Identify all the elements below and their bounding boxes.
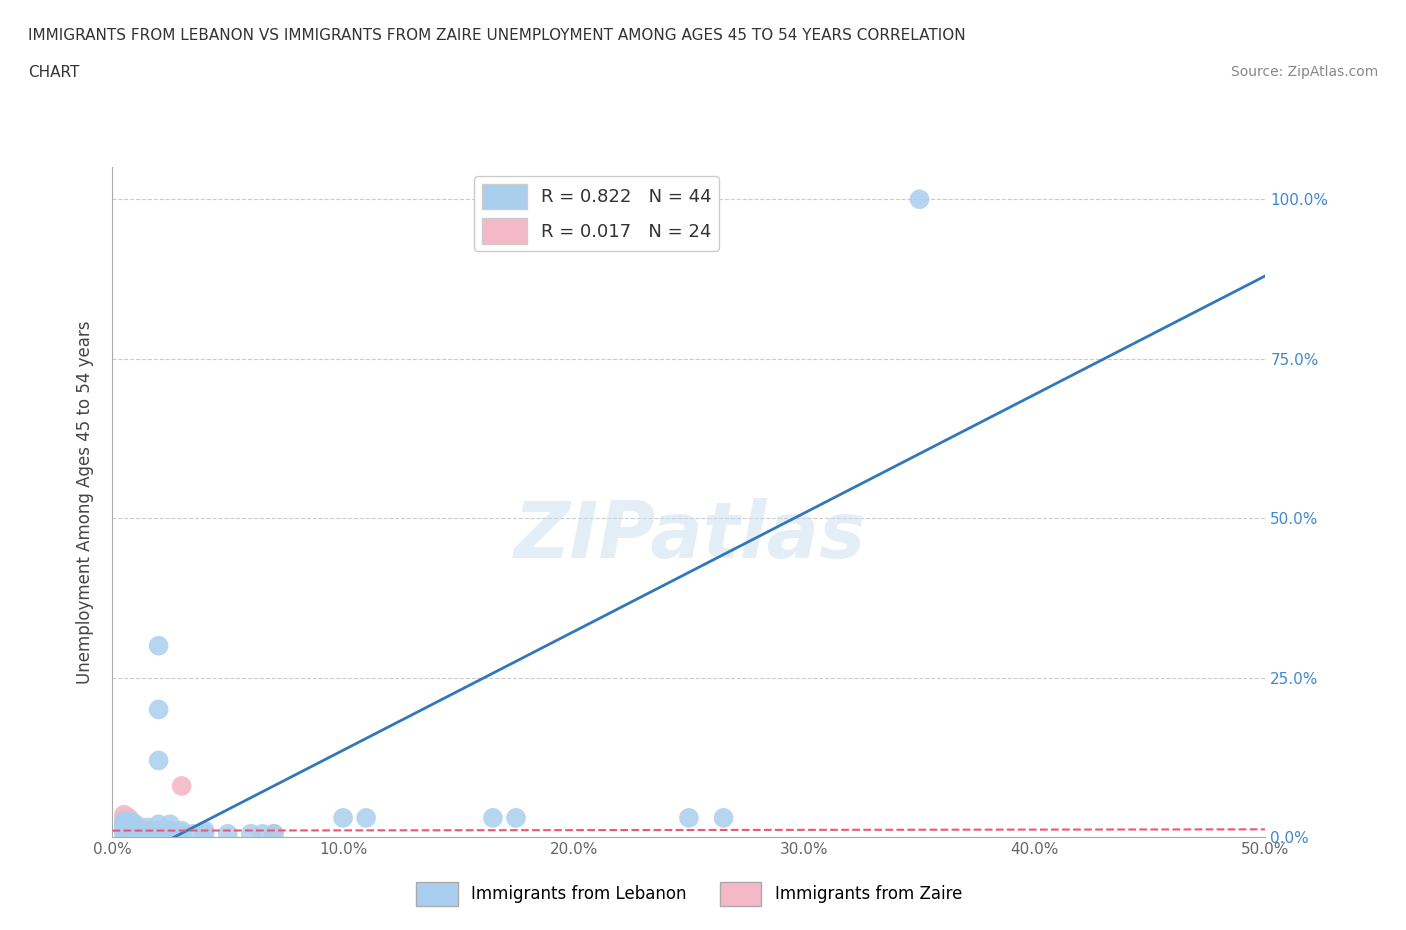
- Point: [148, 827, 170, 842]
- Point: [170, 827, 193, 842]
- Point: [117, 814, 139, 829]
- Point: [129, 823, 152, 838]
- Point: [120, 817, 142, 831]
- Point: [217, 827, 239, 842]
- Point: [159, 827, 181, 842]
- Point: [159, 823, 181, 838]
- Point: [117, 827, 139, 842]
- Point: [124, 817, 146, 831]
- Point: [136, 823, 159, 838]
- Point: [170, 778, 193, 793]
- Point: [148, 827, 170, 842]
- Point: [117, 827, 139, 842]
- Point: [713, 810, 735, 825]
- Point: [148, 753, 170, 768]
- Point: [112, 817, 135, 831]
- Point: [120, 823, 142, 838]
- Point: [263, 827, 285, 842]
- Point: [170, 823, 193, 838]
- Point: [148, 638, 170, 653]
- Point: [148, 823, 170, 838]
- Point: [136, 823, 159, 838]
- Point: [148, 823, 170, 838]
- Point: [120, 827, 142, 842]
- Point: [112, 827, 135, 842]
- Point: [252, 827, 274, 842]
- Point: [124, 823, 146, 838]
- Point: [194, 827, 217, 842]
- Point: [124, 827, 146, 842]
- Point: [112, 817, 135, 831]
- Legend: Immigrants from Lebanon, Immigrants from Zaire: Immigrants from Lebanon, Immigrants from…: [409, 875, 969, 912]
- Point: [148, 702, 170, 717]
- Point: [124, 827, 146, 842]
- Point: [482, 810, 505, 825]
- Text: Source: ZipAtlas.com: Source: ZipAtlas.com: [1230, 65, 1378, 79]
- Point: [239, 827, 262, 842]
- Point: [332, 810, 354, 825]
- Point: [112, 810, 135, 825]
- Point: [148, 817, 170, 831]
- Point: [124, 823, 146, 838]
- Text: CHART: CHART: [28, 65, 80, 80]
- Point: [136, 827, 159, 842]
- Point: [112, 827, 135, 842]
- Point: [117, 810, 139, 825]
- Point: [112, 823, 135, 838]
- Point: [124, 820, 146, 835]
- Point: [112, 814, 135, 829]
- Point: [117, 823, 139, 838]
- Point: [117, 820, 139, 835]
- Point: [112, 820, 135, 835]
- Text: IMMIGRANTS FROM LEBANON VS IMMIGRANTS FROM ZAIRE UNEMPLOYMENT AMONG AGES 45 TO 5: IMMIGRANTS FROM LEBANON VS IMMIGRANTS FR…: [28, 28, 966, 43]
- Point: [112, 820, 135, 835]
- Point: [263, 827, 285, 842]
- Point: [194, 823, 217, 838]
- Point: [117, 817, 139, 831]
- Point: [112, 823, 135, 838]
- Point: [181, 827, 204, 842]
- Point: [112, 814, 135, 829]
- Point: [136, 820, 159, 835]
- Point: [678, 810, 700, 825]
- Point: [129, 827, 152, 842]
- Y-axis label: Unemployment Among Ages 45 to 54 years: Unemployment Among Ages 45 to 54 years: [76, 321, 94, 684]
- Text: ZIPatlas: ZIPatlas: [513, 498, 865, 574]
- Point: [908, 192, 931, 206]
- Point: [505, 810, 527, 825]
- Point: [136, 827, 159, 842]
- Point: [112, 807, 135, 822]
- Legend: R = 0.822   N = 44, R = 0.017   N = 24: R = 0.822 N = 44, R = 0.017 N = 24: [474, 177, 718, 251]
- Point: [120, 820, 142, 835]
- Point: [124, 820, 146, 835]
- Point: [120, 814, 142, 829]
- Point: [354, 810, 377, 825]
- Point: [159, 817, 181, 831]
- Point: [159, 827, 181, 842]
